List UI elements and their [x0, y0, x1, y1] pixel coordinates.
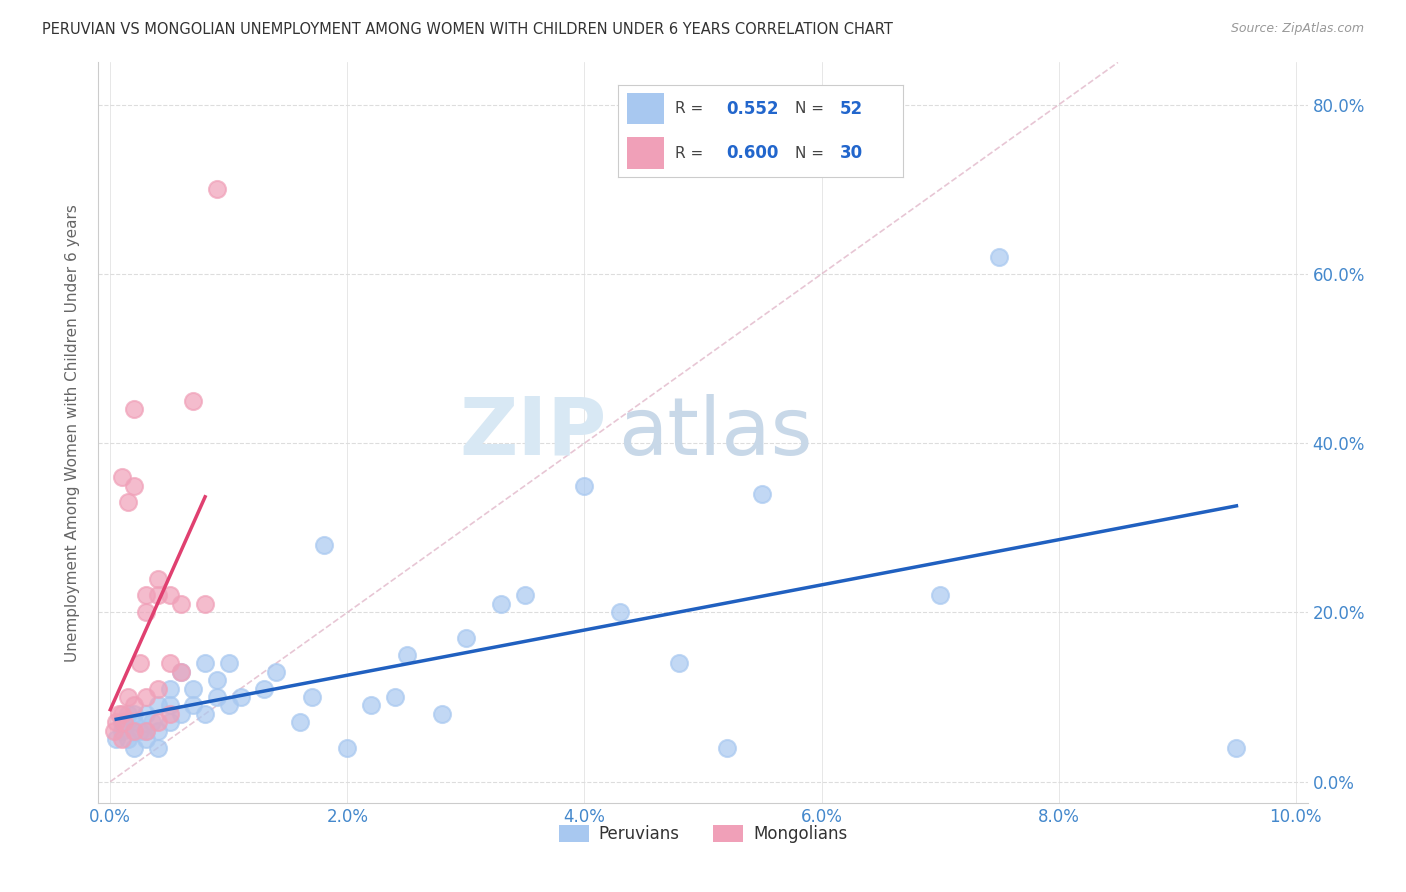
- Point: [146, 723, 169, 738]
- Point: [111, 706, 134, 721]
- Point: [159, 656, 181, 670]
- Point: [181, 698, 204, 713]
- Legend: Peruvians, Mongolians: Peruvians, Mongolians: [553, 819, 853, 850]
- Point: [205, 182, 228, 196]
- Point: [988, 250, 1011, 264]
- Point: [122, 715, 145, 730]
- Point: [205, 690, 228, 704]
- Point: [105, 715, 128, 730]
- Point: [194, 597, 217, 611]
- Text: ZIP: ZIP: [458, 393, 606, 472]
- Point: [264, 665, 287, 679]
- Point: [135, 732, 157, 747]
- Point: [117, 732, 139, 747]
- Point: [159, 698, 181, 713]
- Point: [574, 478, 596, 492]
- Point: [432, 706, 454, 721]
- Point: [117, 690, 139, 704]
- Point: [135, 606, 157, 620]
- Y-axis label: Unemployment Among Women with Children Under 6 years: Unemployment Among Women with Children U…: [65, 203, 80, 662]
- Point: [218, 656, 240, 670]
- Point: [122, 478, 145, 492]
- Point: [135, 690, 157, 704]
- Point: [111, 723, 134, 738]
- Point: [129, 723, 152, 738]
- Point: [159, 589, 181, 603]
- Point: [609, 606, 631, 620]
- Text: PERUVIAN VS MONGOLIAN UNEMPLOYMENT AMONG WOMEN WITH CHILDREN UNDER 6 YEARS CORRE: PERUVIAN VS MONGOLIAN UNEMPLOYMENT AMONG…: [42, 22, 893, 37]
- Point: [301, 690, 323, 704]
- Point: [395, 648, 418, 662]
- Point: [454, 631, 477, 645]
- Point: [146, 715, 169, 730]
- Point: [170, 597, 193, 611]
- Point: [1225, 740, 1247, 755]
- Point: [312, 538, 335, 552]
- Point: [111, 470, 134, 484]
- Point: [751, 487, 773, 501]
- Point: [141, 715, 163, 730]
- Point: [117, 495, 139, 509]
- Point: [170, 706, 193, 721]
- Point: [122, 706, 145, 721]
- Point: [103, 723, 125, 738]
- Point: [360, 698, 382, 713]
- Point: [205, 673, 228, 687]
- Point: [146, 681, 169, 696]
- Point: [170, 665, 193, 679]
- Point: [135, 706, 157, 721]
- Point: [181, 681, 204, 696]
- Point: [491, 597, 513, 611]
- Point: [135, 723, 157, 738]
- Point: [146, 572, 169, 586]
- Point: [122, 740, 145, 755]
- Point: [336, 740, 359, 755]
- Point: [117, 706, 139, 721]
- Point: [194, 706, 217, 721]
- Point: [107, 706, 129, 721]
- Point: [146, 698, 169, 713]
- Point: [668, 656, 690, 670]
- Point: [194, 656, 217, 670]
- Point: [515, 589, 537, 603]
- Point: [384, 690, 406, 704]
- Text: Source: ZipAtlas.com: Source: ZipAtlas.com: [1230, 22, 1364, 36]
- Point: [135, 723, 157, 738]
- Point: [229, 690, 252, 704]
- Point: [288, 715, 311, 730]
- Point: [105, 732, 128, 747]
- Point: [135, 589, 157, 603]
- Point: [111, 715, 134, 730]
- Point: [159, 715, 181, 730]
- Point: [111, 732, 134, 747]
- Point: [122, 723, 145, 738]
- Point: [170, 665, 193, 679]
- Point: [929, 589, 952, 603]
- Point: [146, 589, 169, 603]
- Point: [122, 402, 145, 417]
- Point: [159, 706, 181, 721]
- Point: [218, 698, 240, 713]
- Point: [181, 393, 204, 408]
- Point: [716, 740, 738, 755]
- Point: [114, 715, 136, 730]
- Text: atlas: atlas: [619, 393, 813, 472]
- Point: [122, 698, 145, 713]
- Point: [122, 723, 145, 738]
- Point: [253, 681, 276, 696]
- Point: [129, 656, 152, 670]
- Point: [146, 740, 169, 755]
- Point: [159, 681, 181, 696]
